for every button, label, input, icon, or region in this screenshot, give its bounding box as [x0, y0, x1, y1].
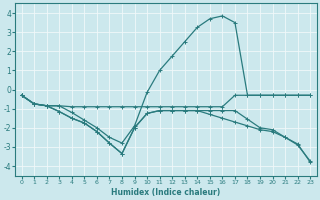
X-axis label: Humidex (Indice chaleur): Humidex (Indice chaleur): [111, 188, 220, 197]
